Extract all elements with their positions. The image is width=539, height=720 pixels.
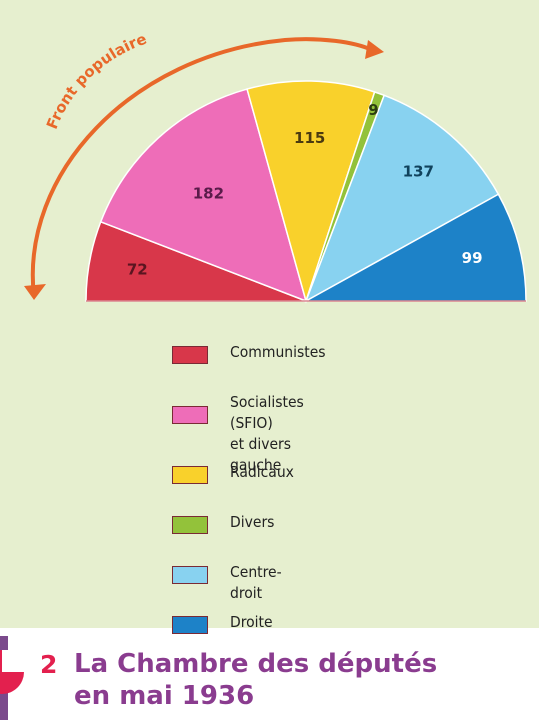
slice-centre-droit: [304, 94, 500, 303]
legend-label: Centre-droit: [230, 563, 282, 602]
caption-marker-cutout: [2, 650, 24, 672]
legend-label: Divers: [230, 513, 275, 531]
slice-value-label: 182: [193, 185, 224, 203]
figure-title: La Chambre des députés en mai 1936: [74, 649, 438, 711]
slice-droite: [303, 193, 527, 302]
hemicycle-chart: 72 182 115 9 137 99 Front populaire: [24, 30, 527, 304]
legend-label: Droite: [230, 613, 273, 631]
legend-swatch: [172, 616, 208, 634]
slice-value-label: 99: [462, 249, 483, 267]
slice-value-label: 137: [403, 162, 434, 180]
legend-swatch: [172, 466, 208, 484]
legend-swatch: [172, 406, 208, 424]
arrowhead-right-icon: [365, 40, 384, 59]
chart-panel: 72 182 115 9 137 99 Front populaire Communist…: [0, 0, 539, 634]
legend-label: Communistes: [230, 343, 326, 361]
legend-swatch: [172, 346, 208, 364]
figure-number: 2: [40, 650, 58, 679]
slice-value-label: 9: [368, 101, 378, 119]
front-populaire-arrow: [30, 37, 373, 297]
slice-value-label: 115: [294, 129, 325, 147]
arrowhead-left-icon: [24, 284, 46, 300]
slice-value-label: 72: [127, 261, 148, 279]
legend-label: Radicaux: [230, 463, 294, 481]
legend-label: Socialistes (SFIO) et divers gauche: [230, 393, 304, 474]
legend-swatch: [172, 516, 208, 534]
legend-swatch: [172, 566, 208, 584]
slice-socialistes: [99, 88, 308, 303]
front-populaire-label: Front populaire: [43, 30, 149, 132]
slice-radicaux: [246, 80, 376, 304]
